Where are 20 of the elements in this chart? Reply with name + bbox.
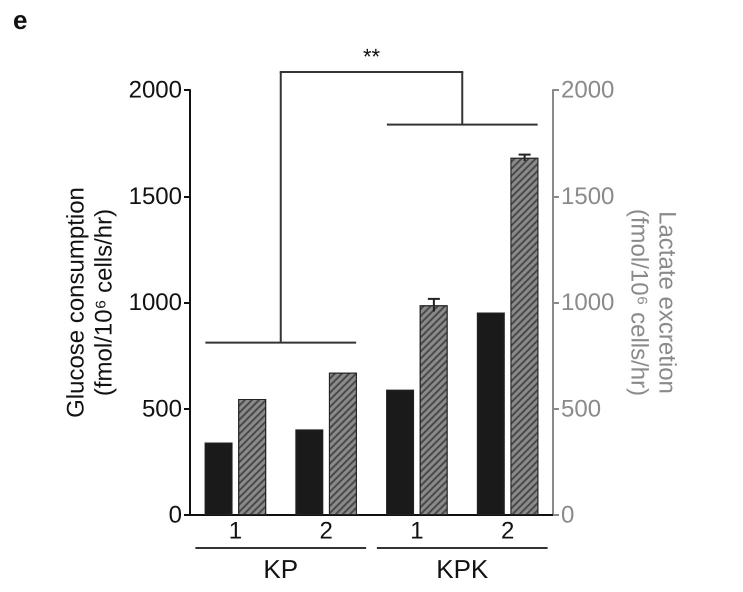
x-tick-label: 2 bbox=[500, 518, 514, 544]
y-axis-title: Glucose consumption (fmol/10⁶ cells/hr) bbox=[62, 187, 118, 418]
y-tick-label: 1000 bbox=[128, 289, 182, 316]
y2-tick-label: 500 bbox=[561, 395, 602, 422]
y2-tick-label: 1000 bbox=[561, 289, 614, 316]
text: KPK bbox=[436, 554, 489, 584]
y-tick-label: 2000 bbox=[128, 76, 182, 104]
y2-tick-label: 2000 bbox=[561, 76, 614, 104]
y2-tick-label: 1500 bbox=[561, 182, 614, 210]
y2-axis-title: Lactate excretion (fmol/10⁶ cells/hr) bbox=[626, 208, 680, 396]
chart-title: e bbox=[13, 5, 28, 35]
x-tick-label: 2 bbox=[319, 518, 333, 544]
x-tick-label: 1 bbox=[228, 518, 242, 544]
y-tick-label: 500 bbox=[142, 395, 182, 422]
y-tick-label: 0 bbox=[168, 502, 182, 528]
text: KP bbox=[263, 554, 298, 584]
y2-tick-label: 0 bbox=[561, 502, 574, 528]
text: ** bbox=[362, 44, 380, 69]
x-tick-label: 1 bbox=[410, 518, 424, 544]
y-tick-label: 1500 bbox=[128, 182, 182, 210]
